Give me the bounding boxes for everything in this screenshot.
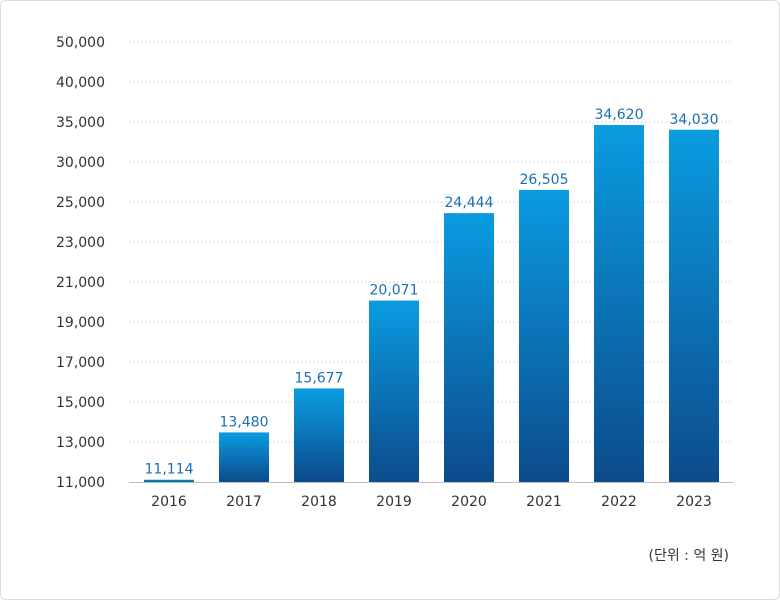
value-label: 26,505 xyxy=(520,172,569,188)
bar-2021 xyxy=(519,189,569,482)
value-label: 34,620 xyxy=(595,107,644,123)
value-label: 13,480 xyxy=(220,414,269,430)
x-tick-label: 2022 xyxy=(601,494,637,510)
bar-2016 xyxy=(144,479,194,482)
y-tick-label: 19,000 xyxy=(56,315,105,331)
x-tick-label: 2017 xyxy=(226,494,262,510)
y-tick-label: 15,000 xyxy=(56,395,105,411)
y-tick-label: 21,000 xyxy=(56,275,105,291)
value-label: 11,114 xyxy=(145,462,194,478)
bar-2020 xyxy=(444,213,494,482)
bar-2018 xyxy=(294,388,344,482)
bar-2022 xyxy=(594,125,644,482)
x-tick-label: 2023 xyxy=(676,494,712,510)
x-tick-label: 2018 xyxy=(301,494,337,510)
bar-2017 xyxy=(219,432,269,482)
y-tick-label: 25,000 xyxy=(56,195,105,211)
x-tick-label: 2016 xyxy=(151,494,187,510)
value-label: 34,030 xyxy=(670,112,719,128)
y-tick-label: 11,000 xyxy=(56,475,105,491)
x-tick-label: 2019 xyxy=(376,494,412,510)
y-tick-label: 30,000 xyxy=(56,155,105,171)
y-tick-label: 40,000 xyxy=(56,75,105,91)
x-tick-label: 2021 xyxy=(526,494,562,510)
unit-note: (단위 : 억 원) xyxy=(648,548,729,564)
x-tick-label: 2020 xyxy=(451,494,487,510)
value-label: 15,677 xyxy=(295,370,344,386)
y-tick-label: 13,000 xyxy=(56,435,105,451)
y-tick-label: 17,000 xyxy=(56,355,105,371)
y-tick-label: 23,000 xyxy=(56,235,105,251)
bar-2023 xyxy=(669,129,719,482)
value-label: 20,071 xyxy=(370,283,419,299)
bar-2019 xyxy=(369,300,419,482)
y-tick-label: 50,000 xyxy=(56,35,105,51)
y-tick-label: 35,000 xyxy=(56,115,105,131)
value-label: 24,444 xyxy=(445,195,494,211)
